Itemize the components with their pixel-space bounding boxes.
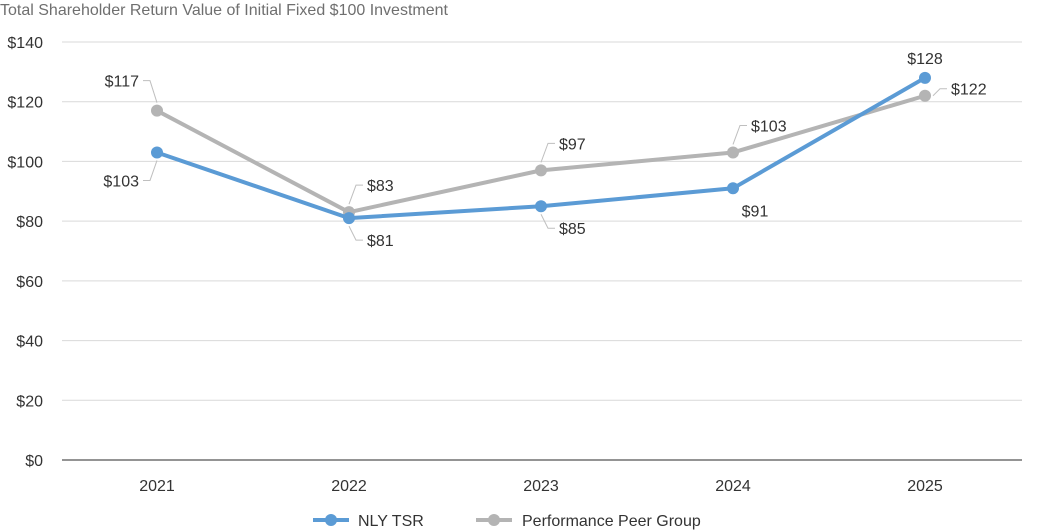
x-axis-tick-labels: 2021 2022 2023 2024 2025: [139, 478, 943, 495]
y-tick-label: $0: [25, 453, 43, 470]
y-tick-label: $80: [16, 214, 43, 231]
series-line-nly-tsr: [155, 75, 927, 221]
x-tick-label: 2021: [139, 478, 175, 495]
data-label: $83: [367, 178, 394, 195]
legend: NLY TSR Performance Peer Group: [313, 513, 701, 530]
data-point: [535, 164, 547, 177]
label-leader-line: [932, 88, 947, 97]
y-tick-label: $60: [16, 274, 43, 291]
label-leader-line: [348, 225, 363, 241]
legend-swatch-marker: [325, 514, 337, 526]
data-label: $97: [559, 136, 586, 153]
y-tick-label: $40: [16, 334, 43, 351]
data-label: $103: [103, 173, 139, 190]
data-label: $103: [751, 118, 787, 135]
gridlines: [62, 41, 1022, 461]
chart-title: Total Shareholder Return Value of Initia…: [0, 2, 449, 19]
data-label: $122: [951, 82, 987, 99]
data-label: $117: [105, 74, 140, 91]
x-tick-label: 2023: [523, 478, 559, 495]
y-tick-label: $120: [7, 95, 43, 112]
y-axis-tick-labels: $0 $20 $40 $60 $80 $100 $120 $140: [7, 35, 43, 470]
label-leader-line: [732, 124, 747, 145]
data-point: [919, 71, 931, 84]
data-label: $85: [559, 221, 586, 238]
label-leader-line: [143, 80, 158, 103]
y-tick-label: $20: [16, 393, 43, 410]
y-tick-label: $100: [7, 154, 43, 171]
data-label: $91: [742, 203, 769, 220]
label-leader-line: [540, 213, 555, 229]
legend-entry-label: Performance Peer Group: [522, 513, 701, 530]
data-point: [151, 146, 163, 159]
data-point: [919, 89, 931, 102]
data-point: [727, 182, 739, 195]
label-leader-line: [143, 160, 158, 181]
data-label: $81: [367, 233, 394, 250]
data-point: [535, 200, 547, 213]
data-labels: $103 $81 $85 $91 $128 $117 $83 $97 $103 $122: [103, 51, 986, 250]
label-leader-line: [540, 142, 555, 163]
x-tick-label: 2024: [715, 478, 751, 495]
data-label: $128: [907, 51, 943, 68]
legend-entry-label: NLY TSR: [358, 513, 424, 530]
x-tick-label: 2025: [907, 478, 943, 495]
legend-swatch-marker: [488, 514, 500, 526]
series-lines: [151, 71, 931, 225]
series-line-peer-group: [155, 93, 927, 215]
data-point: [343, 212, 355, 225]
data-point: [727, 146, 739, 159]
y-tick-label: $140: [7, 35, 43, 52]
x-tick-label: 2022: [331, 478, 367, 495]
label-leader-line: [348, 184, 363, 205]
data-point: [151, 104, 163, 117]
